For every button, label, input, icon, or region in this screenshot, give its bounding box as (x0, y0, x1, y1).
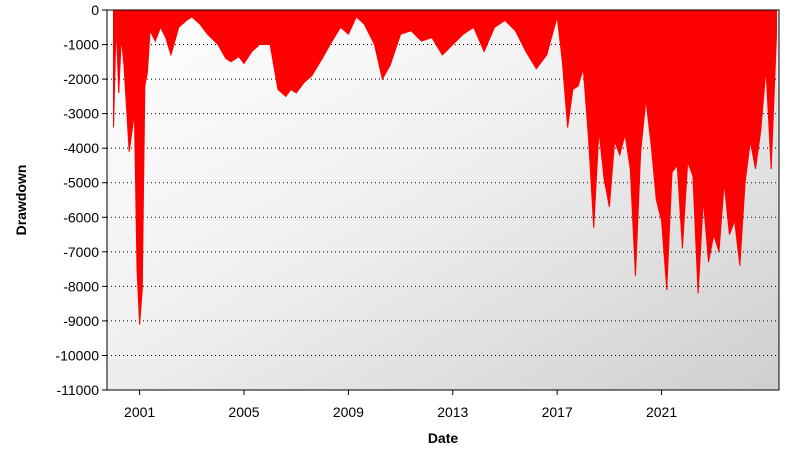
y-axis-ticks: 0 -1000 -2000 -3000 -4000 -5000 -6000 -7000 -800… (55, 2, 107, 398)
x-tick-label: 2017 (542, 404, 573, 420)
x-tick-label: 2009 (333, 404, 364, 420)
x-tick-label: 2013 (437, 404, 468, 420)
y-tick-label: -1000 (63, 37, 99, 53)
y-tick-label: -10000 (55, 347, 99, 363)
x-tick-label: 2001 (124, 404, 155, 420)
y-tick-label: -3000 (63, 106, 99, 122)
y-tick-label: -7000 (63, 244, 99, 260)
y-tick-label: -5000 (63, 175, 99, 191)
y-tick-label: -6000 (63, 209, 99, 225)
y-tick-label: -4000 (63, 140, 99, 156)
x-tick-label: 2005 (228, 404, 259, 420)
x-axis-title: Date (428, 430, 459, 446)
drawdown-series-area (113, 10, 777, 325)
y-axis-title: Drawdown (13, 165, 29, 236)
x-tick-label: 2021 (646, 404, 677, 420)
y-tick-label: -9000 (63, 313, 99, 329)
x-axis-ticks: 2001 2005 2009 2013 2017 2021 (124, 390, 677, 420)
y-tick-label: -2000 (63, 71, 99, 87)
y-tick-label: 0 (91, 2, 99, 18)
y-tick-label: -8000 (63, 278, 99, 294)
plot-frame (106, 9, 780, 391)
drawdown-area (113, 10, 777, 325)
y-tick-label: -11000 (56, 382, 99, 398)
